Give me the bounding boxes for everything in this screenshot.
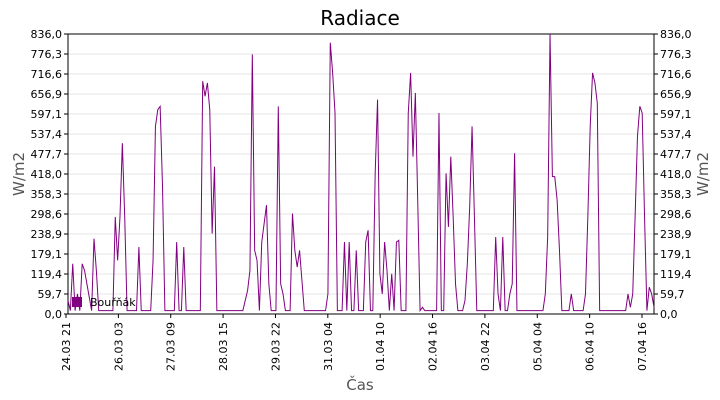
y-tick-label-left: 418,0 (31, 168, 63, 181)
y-tick-label-left: 59,7 (38, 288, 63, 301)
y-tick-label-right: 59,7 (660, 288, 685, 301)
x-tick-label: 03.04 22 (479, 322, 492, 371)
y-axis-label-left: W/m2 (10, 152, 28, 196)
x-tick-label: 06.04 10 (584, 322, 597, 371)
x-axis-label: Čas (346, 375, 374, 394)
y-tick-label-left: 0,0 (45, 308, 63, 321)
x-tick-label: 27.03 09 (165, 322, 178, 371)
y-tick-label-left: 836,0 (31, 28, 63, 41)
x-tick-label: 07.04 16 (636, 322, 649, 371)
y-tick-label-left: 298,6 (31, 208, 63, 221)
y-tick-label-right: 418,0 (660, 168, 692, 181)
y-tick-label-left: 597,1 (31, 108, 63, 121)
y-tick-label-left: 537,4 (31, 128, 63, 141)
y-tick-label-right: 836,0 (660, 28, 692, 41)
y-tick-label-right: 238,9 (660, 228, 692, 241)
series-line (67, 33, 655, 313)
y-tick-label-right: 716,6 (660, 68, 692, 81)
legend: Bouřňák (72, 296, 136, 309)
x-tick-label: 28.03 15 (217, 322, 230, 371)
y-tick-label-left: 179,1 (31, 248, 63, 261)
y-tick-label-right: 597,1 (660, 108, 692, 121)
y-tick-label-left: 477,7 (31, 148, 63, 161)
y-axis-label-right: W/m2 (694, 152, 712, 196)
y-tick-label-left: 358,3 (31, 188, 63, 201)
y-tick-label-left: 656,9 (31, 88, 63, 101)
y-tick-label-right: 0,0 (660, 308, 678, 321)
y-tick-label-right: 537,4 (660, 128, 692, 141)
y-tick-label-right: 656,9 (660, 88, 692, 101)
y-tick-label-right: 776,3 (660, 48, 692, 61)
y-tick-label-left: 716,6 (31, 68, 63, 81)
grid-lines (68, 53, 654, 295)
x-tick-label: 26.03 03 (112, 322, 125, 371)
y-ticks-left: 0,0 59,7 119,4 179,1 238,9 298,6 358,3 418,0 477… (31, 28, 68, 321)
y-tick-label-right: 477,7 (660, 148, 692, 161)
y-tick-label-right: 119,4 (660, 268, 692, 281)
x-tick-label: 29.03 22 (269, 322, 282, 371)
legend-swatch (72, 297, 82, 307)
chart-title: Radiace (320, 6, 400, 30)
y-tick-label-right: 298,6 (660, 208, 692, 221)
y-tick-label-left: 238,9 (31, 228, 63, 241)
x-ticks: 24.03 21 26.03 03 27.03 09 28.03 15 29.03 22… (60, 314, 649, 371)
x-tick-label: 24.03 21 (60, 322, 73, 371)
x-tick-label: 05.04 04 (531, 322, 544, 371)
x-tick-label: 31.03 04 (322, 322, 335, 371)
x-tick-label: 01.04 10 (374, 322, 387, 371)
x-tick-label: 02.04 16 (427, 322, 440, 371)
series-layer (67, 33, 655, 313)
y-ticks-right: 0,0 59,7 119,4 179,1 238,9 298,6 358,3 418,0 477… (654, 28, 692, 321)
y-tick-label-left: 119,4 (31, 268, 63, 281)
y-tick-label-left: 776,3 (31, 48, 63, 61)
y-tick-label-right: 358,3 (660, 188, 692, 201)
legend-label: Bouřňák (90, 296, 136, 309)
y-tick-label-right: 179,1 (660, 248, 692, 261)
